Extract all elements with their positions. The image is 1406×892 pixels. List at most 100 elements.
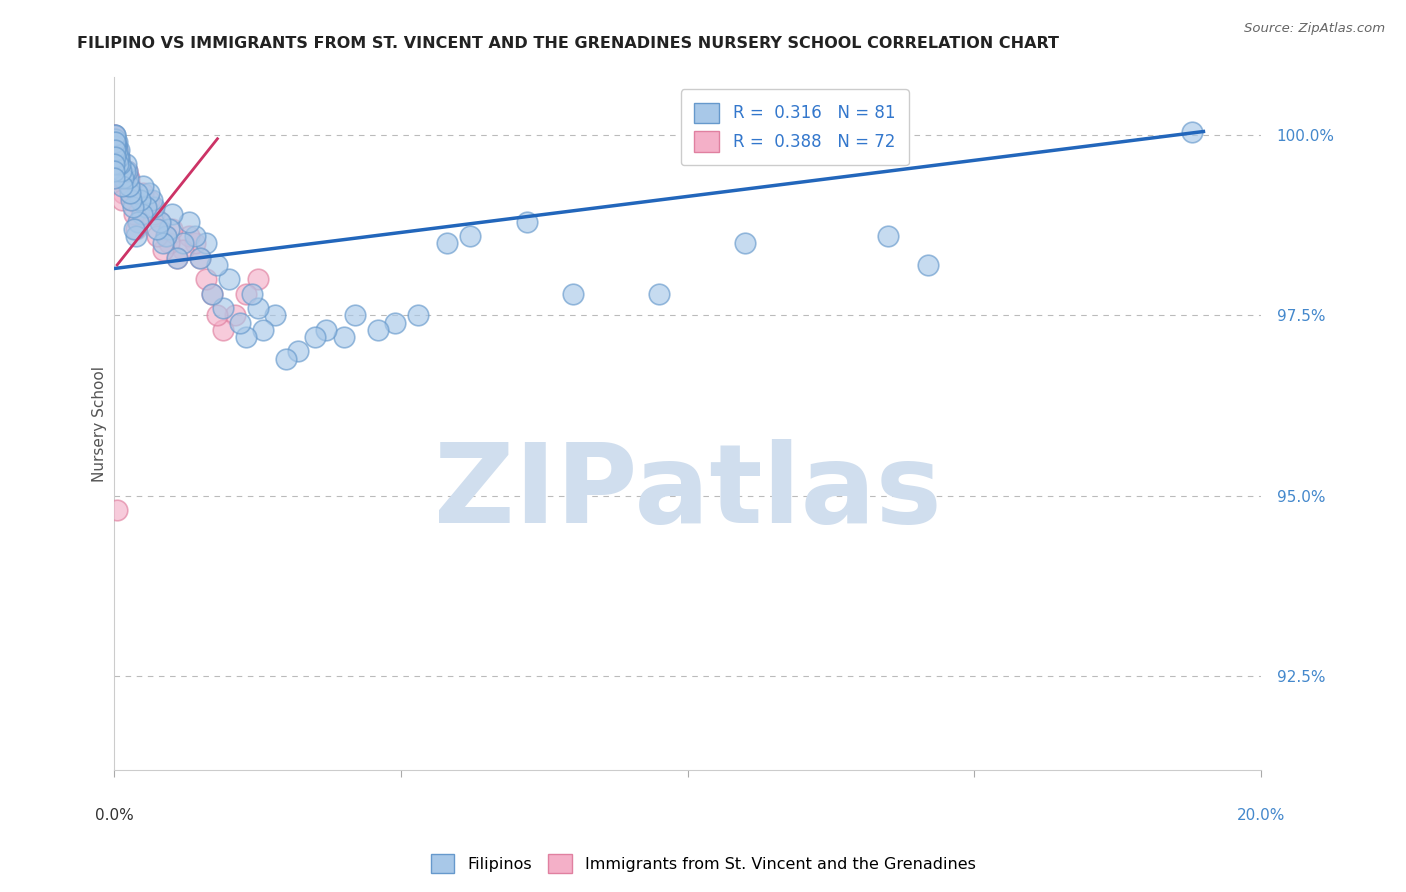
Point	[125, 222, 148, 236]
Point	[107, 157, 129, 171]
Point	[155, 229, 177, 244]
Point	[172, 244, 194, 258]
Point	[152, 236, 174, 251]
Point	[103, 132, 125, 146]
Point	[207, 309, 229, 323]
Point	[103, 139, 125, 153]
Point	[104, 128, 127, 142]
Point	[110, 171, 132, 186]
Point	[103, 132, 125, 146]
Point	[108, 157, 131, 171]
Point	[384, 316, 406, 330]
Point	[108, 150, 131, 164]
Point	[118, 171, 141, 186]
Y-axis label: Nursery School: Nursery School	[93, 366, 107, 482]
Point	[141, 193, 163, 207]
Point	[127, 214, 149, 228]
Point	[112, 186, 135, 200]
Point	[146, 222, 169, 236]
Point	[332, 330, 354, 344]
Point	[224, 309, 246, 323]
Point	[195, 236, 218, 251]
Point	[105, 503, 128, 517]
Point	[103, 132, 125, 146]
Point	[114, 157, 136, 171]
Point	[212, 301, 235, 315]
Point	[235, 286, 257, 301]
Point	[188, 251, 211, 265]
Point	[103, 164, 125, 178]
Point	[111, 178, 134, 193]
Point	[114, 178, 136, 193]
Point	[103, 157, 125, 171]
Point	[104, 143, 127, 157]
Point	[108, 150, 131, 164]
Point	[104, 139, 127, 153]
Point	[183, 236, 205, 251]
Point	[135, 200, 157, 214]
Point	[132, 186, 155, 200]
Point	[121, 200, 143, 214]
Point	[107, 164, 129, 178]
Point	[125, 229, 148, 244]
Point	[115, 164, 138, 178]
Point	[131, 207, 153, 221]
Point	[108, 143, 131, 157]
Point	[201, 286, 224, 301]
Point	[516, 214, 538, 228]
Point	[143, 200, 166, 214]
Point	[103, 146, 125, 161]
Point	[138, 193, 160, 207]
Point	[458, 229, 481, 244]
Point	[114, 164, 136, 178]
Text: FILIPINO VS IMMIGRANTS FROM ST. VINCENT AND THE GRENADINES NURSERY SCHOOL CORREL: FILIPINO VS IMMIGRANTS FROM ST. VINCENT …	[77, 36, 1059, 51]
Point	[120, 178, 142, 193]
Point	[103, 171, 125, 186]
Point	[240, 286, 263, 301]
Point	[121, 186, 143, 200]
Point	[246, 272, 269, 286]
Point	[276, 351, 298, 366]
Point	[304, 330, 326, 344]
Point	[129, 200, 152, 214]
Point	[103, 143, 125, 157]
Legend: Filipinos, Immigrants from St. Vincent and the Grenadines: Filipinos, Immigrants from St. Vincent a…	[425, 847, 981, 880]
Text: Source: ZipAtlas.com: Source: ZipAtlas.com	[1244, 22, 1385, 36]
Point	[141, 200, 163, 214]
Point	[229, 316, 252, 330]
Point	[103, 128, 125, 142]
Point	[103, 128, 125, 142]
Point	[112, 171, 135, 186]
Point	[287, 344, 309, 359]
Point	[157, 236, 180, 251]
Point	[104, 136, 127, 150]
Point	[103, 150, 125, 164]
Point	[406, 309, 429, 323]
Point	[235, 330, 257, 344]
Point	[121, 193, 143, 207]
Point	[124, 207, 146, 221]
Point	[127, 214, 149, 228]
Point	[108, 157, 131, 171]
Point	[104, 136, 127, 150]
Point	[143, 207, 166, 221]
Point	[195, 272, 218, 286]
Point	[103, 136, 125, 150]
Point	[120, 186, 142, 200]
Point	[104, 139, 127, 153]
Point	[103, 132, 125, 146]
Point	[127, 193, 149, 207]
Point	[129, 193, 152, 207]
Point	[344, 309, 367, 323]
Point	[114, 171, 136, 186]
Text: 20.0%: 20.0%	[1237, 808, 1285, 823]
Point	[246, 301, 269, 315]
Point	[131, 207, 153, 221]
Point	[367, 323, 389, 337]
Point	[107, 157, 129, 171]
Point	[201, 286, 224, 301]
Point	[734, 236, 756, 251]
Text: 0.0%: 0.0%	[94, 808, 134, 823]
Point	[103, 136, 125, 150]
Point	[218, 272, 240, 286]
